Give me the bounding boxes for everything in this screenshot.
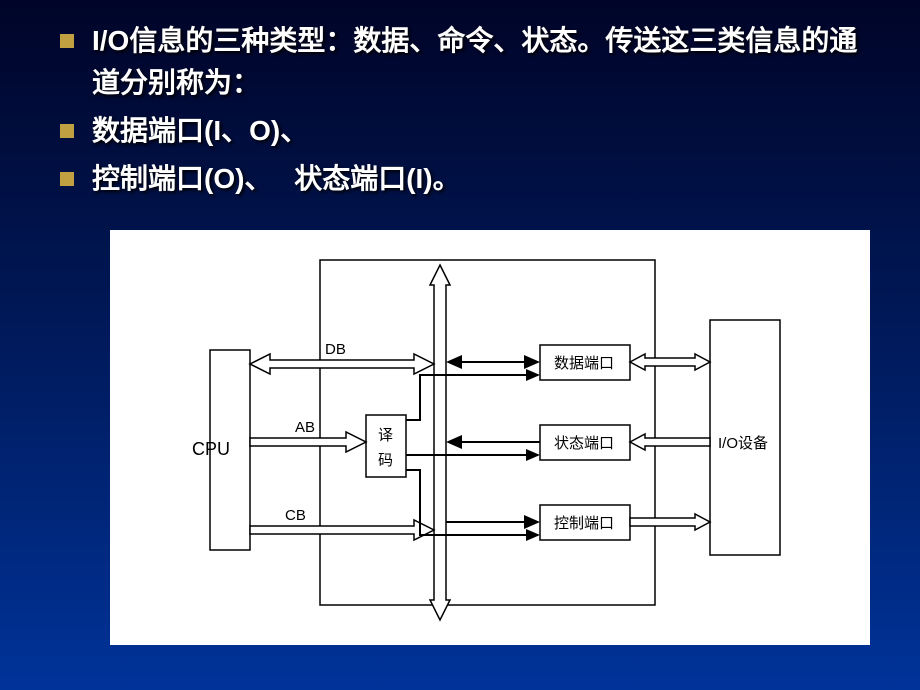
io-diagram: CPU 译 码 数据端口 状态端口 控制端口 I/O设备 DB AB CB	[110, 230, 870, 645]
db-label: DB	[325, 341, 346, 358]
status-port-label: 状态端口	[554, 435, 614, 452]
bullet-icon	[60, 34, 74, 48]
bullet-icon	[60, 124, 74, 138]
diagram-svg: CPU 译 码 数据端口 状态端口 控制端口 I/O设备 DB AB CB	[110, 230, 870, 645]
cb-label: CB	[285, 507, 306, 524]
cpu-label: CPU	[192, 439, 230, 459]
bullet-item-3: 控制端口(O)、 状态端口(I)。	[60, 158, 880, 200]
bullet-text: I/O信息的三种类型：数据、命令、状态。传送这三类信息的通道分别称为：	[92, 20, 880, 104]
edge-data-io	[630, 354, 710, 370]
bullet-text: 数据端口(I、O)、	[92, 110, 308, 152]
control-port-label: 控制端口	[554, 515, 614, 532]
bullet-text: 控制端口(O)、 状态端口(I)。	[92, 158, 461, 200]
bullet-item-2: 数据端口(I、O)、	[60, 110, 880, 152]
bullet-list: I/O信息的三种类型：数据、命令、状态。传送这三类信息的通道分别称为： 数据端口…	[0, 0, 920, 216]
bullet-item-1: I/O信息的三种类型：数据、命令、状态。传送这三类信息的通道分别称为：	[60, 20, 880, 104]
ab-label: AB	[295, 419, 315, 436]
bullet-icon	[60, 172, 74, 186]
data-port-label: 数据端口	[554, 355, 614, 372]
edge-io-status	[630, 434, 710, 450]
io-device-label: I/O设备	[718, 435, 768, 452]
decoder-label-2: 码	[378, 452, 393, 469]
decoder-label-1: 译	[378, 427, 393, 444]
